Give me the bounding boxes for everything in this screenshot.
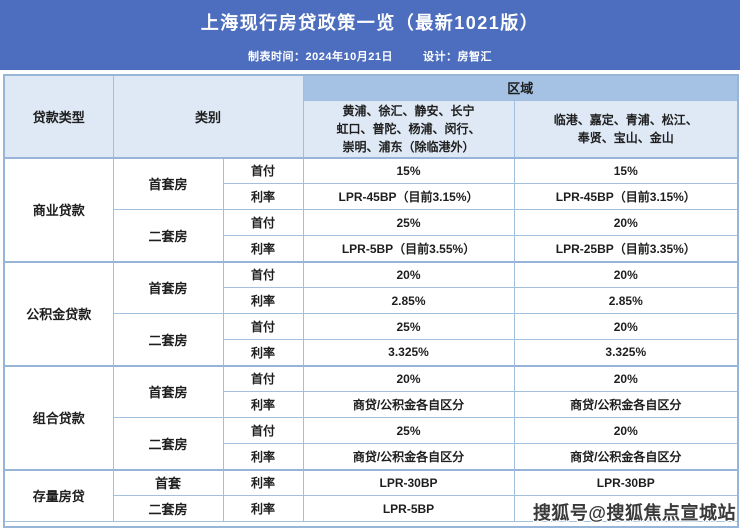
value-region2: 商贷/公积金各自区分 xyxy=(513,391,739,418)
group-label: 首套房 xyxy=(112,260,224,314)
group-label: 首套房 xyxy=(112,156,224,210)
col-header-region-suburb: 临港、嘉定、青浦、松江、 奉贤、宝山、金山 xyxy=(513,99,739,158)
metric-label: 首付 xyxy=(222,313,304,340)
col-header-loan-type: 贷款类型 xyxy=(3,74,114,158)
value-region2: 20% xyxy=(513,364,739,392)
loan-type-existing: 存量房贷 xyxy=(3,468,114,522)
group-label: 二套房 xyxy=(112,209,224,262)
value-region2: 20% xyxy=(513,417,739,444)
metric-label: 首付 xyxy=(222,364,304,392)
policy-table-wrap: 贷款类型 类别 区域 黄浦、徐汇、静安、长宁 虹口、普陀、杨浦、闵行、 崇明、浦… xyxy=(0,70,740,528)
value-region2 xyxy=(513,495,739,522)
value-region2: LPR-30BP xyxy=(513,468,739,496)
metric-label: 利率 xyxy=(222,339,304,366)
loan-type-combo: 组合贷款 xyxy=(3,364,114,470)
metric-label: 首付 xyxy=(222,260,304,288)
metric-label: 首付 xyxy=(222,156,304,184)
value-region1: 商贷/公积金各自区分 xyxy=(302,443,515,470)
group-label: 首套房 xyxy=(112,364,224,418)
metric-label: 利率 xyxy=(222,443,304,470)
value-region1: 20% xyxy=(302,364,515,392)
col-header-category: 类别 xyxy=(112,74,304,158)
value-region1: 2.85% xyxy=(302,287,515,314)
group-label: 首套 xyxy=(112,468,224,496)
group-label: 二套房 xyxy=(112,313,224,366)
group-label: 二套房 xyxy=(112,495,224,522)
value-region1: 25% xyxy=(302,417,515,444)
title-bar: 上海现行房贷政策一览（最新1021版） 制表时间：2024年10月21日 设计：… xyxy=(0,0,740,70)
meta-date: 制表时间：2024年10月21日 xyxy=(248,50,393,63)
value-region1: 15% xyxy=(302,156,515,184)
value-region2: 3.325% xyxy=(513,339,739,366)
value-region2: 20% xyxy=(513,260,739,288)
value-region2: LPR-45BP（目前3.15%） xyxy=(513,183,739,210)
meta-designer: 设计：房智汇 xyxy=(422,50,492,63)
value-region1: 25% xyxy=(302,209,515,236)
metric-label: 利率 xyxy=(222,495,304,522)
loan-type-commercial: 商业贷款 xyxy=(3,156,114,262)
group-label: 二套房 xyxy=(112,417,224,470)
col-header-region-city: 黄浦、徐汇、静安、长宁 虹口、普陀、杨浦、闵行、 崇明、浦东（除临港外） xyxy=(302,99,515,158)
metric-label: 首付 xyxy=(222,209,304,236)
value-region2: 20% xyxy=(513,209,739,236)
metric-label: 利率 xyxy=(222,235,304,262)
value-region2: 20% xyxy=(513,313,739,340)
value-region1: LPR-5BP（目前3.55%） xyxy=(302,235,515,262)
policy-table: 贷款类型 类别 区域 黄浦、徐汇、静安、长宁 虹口、普陀、杨浦、闵行、 崇明、浦… xyxy=(3,74,740,528)
page-title: 上海现行房贷政策一览（最新1021版） xyxy=(200,12,540,33)
value-region1: 商贷/公积金各自区分 xyxy=(302,391,515,418)
value-region2: 15% xyxy=(513,156,739,184)
value-region1: LPR-5BP xyxy=(302,495,515,522)
loan-type-fund: 公积金贷款 xyxy=(3,260,114,366)
cutoff-row xyxy=(3,521,739,527)
value-region1: LPR-30BP xyxy=(302,468,515,496)
metric-label: 利率 xyxy=(222,468,304,496)
value-region1: 20% xyxy=(302,260,515,288)
metric-label: 利率 xyxy=(222,287,304,314)
metric-label: 利率 xyxy=(222,183,304,210)
title-meta: 制表时间：2024年10月21日 设计：房智汇 xyxy=(248,48,492,64)
metric-label: 利率 xyxy=(222,391,304,418)
value-region1: LPR-45BP（目前3.15%） xyxy=(302,183,515,210)
metric-label: 首付 xyxy=(222,417,304,444)
watermark: 搜狐号@搜狐焦点宣城站 xyxy=(532,503,736,523)
value-region1: 25% xyxy=(302,313,515,340)
value-region1: 3.325% xyxy=(302,339,515,366)
col-header-region: 区域 xyxy=(302,74,739,101)
value-region2: 2.85% xyxy=(513,287,739,314)
value-region2: 商贷/公积金各自区分 xyxy=(513,443,739,470)
value-region2: LPR-25BP（目前3.35%） xyxy=(513,235,739,262)
